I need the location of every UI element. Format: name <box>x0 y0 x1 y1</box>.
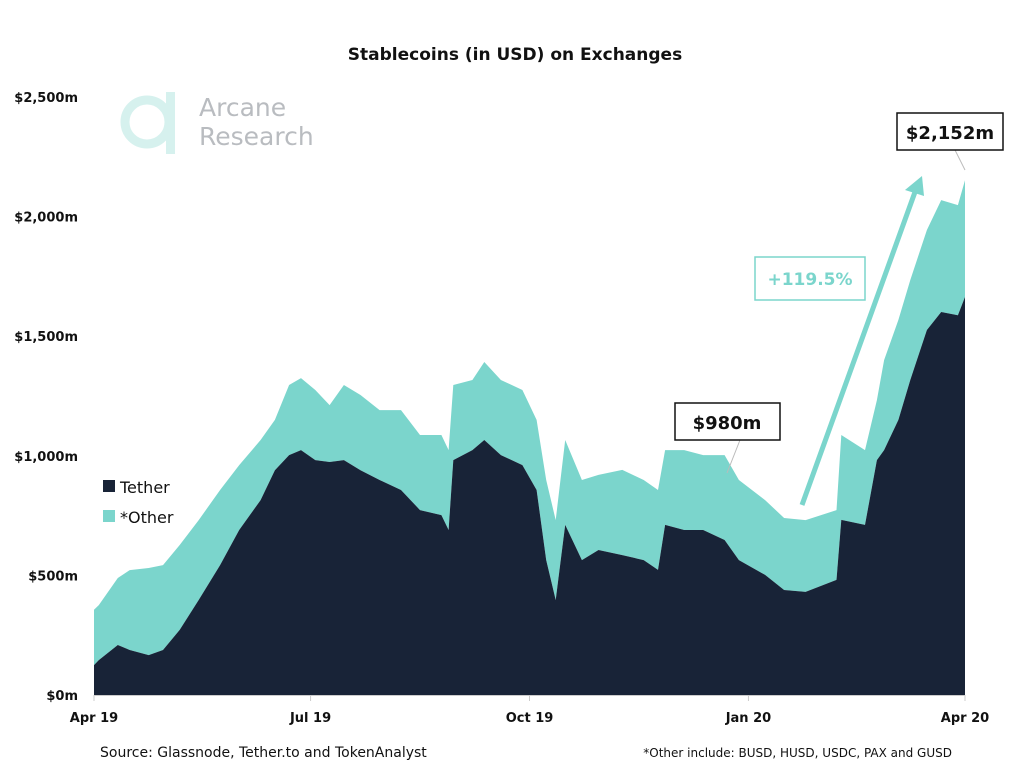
legend: Tether *Other <box>103 478 174 527</box>
x-tick-label: Apr 19 <box>70 711 118 726</box>
source-note: Source: Glassnode, Tether.to and TokenAn… <box>100 745 427 761</box>
annotation-low-leader <box>726 439 741 474</box>
annotation-change-box <box>754 256 866 301</box>
annotation-high-box <box>896 112 1004 151</box>
y-tick-label: $0m <box>46 689 78 704</box>
y-tick-label: $1,000m <box>14 450 78 465</box>
annotation-low: $980m <box>674 402 781 474</box>
annotation-high-leader <box>954 149 966 171</box>
x-tick-label: Jul 19 <box>289 711 331 726</box>
legend-label-tether: Tether <box>119 478 170 497</box>
logo-circle-icon <box>120 95 174 149</box>
logo-bar-icon <box>166 92 175 154</box>
y-tick-label: $1,500m <box>14 330 78 345</box>
y-tick-label: $2,500m <box>14 91 78 106</box>
annotation-high: $2,152m <box>896 112 1004 171</box>
y-tick-label: $500m <box>28 569 78 584</box>
growth-arrow-icon <box>905 176 924 196</box>
areas <box>94 180 965 695</box>
area-series-tether <box>94 297 965 695</box>
x-axis: Apr 19 Jul 19 Oct 19 Jan 20 Apr 20 <box>70 695 989 726</box>
x-tick-label: Jan 20 <box>725 711 771 726</box>
legend-swatch-tether <box>103 480 115 492</box>
chart-title: Stablecoins (in USD) on Exchanges <box>348 45 682 65</box>
x-tick-label: Oct 19 <box>506 711 554 726</box>
annotation-change-label: +119.5% <box>767 270 852 290</box>
y-axis: $0m $500m $1,000m $1,500m $2,000m $2,500m <box>14 91 78 704</box>
y-tick-label: $2,000m <box>14 211 78 226</box>
legend-label-other: *Other <box>120 508 174 527</box>
annotation-low-box <box>674 402 781 441</box>
logo-text-2: Research <box>199 122 314 151</box>
growth-arrow-shaft <box>799 191 918 506</box>
area-series-other <box>94 180 965 666</box>
arcane-logo: Arcane Research <box>120 92 314 154</box>
annotation-change: +119.5% <box>754 176 924 506</box>
legend-swatch-other <box>103 510 115 522</box>
x-tick-label: Apr 20 <box>941 711 989 726</box>
annotation-high-label: $2,152m <box>906 123 994 144</box>
annotation-low-label: $980m <box>693 413 762 434</box>
logo-text-1: Arcane <box>199 93 286 122</box>
other-footnote: *Other include: BUSD, HUSD, USDC, PAX an… <box>643 746 952 760</box>
